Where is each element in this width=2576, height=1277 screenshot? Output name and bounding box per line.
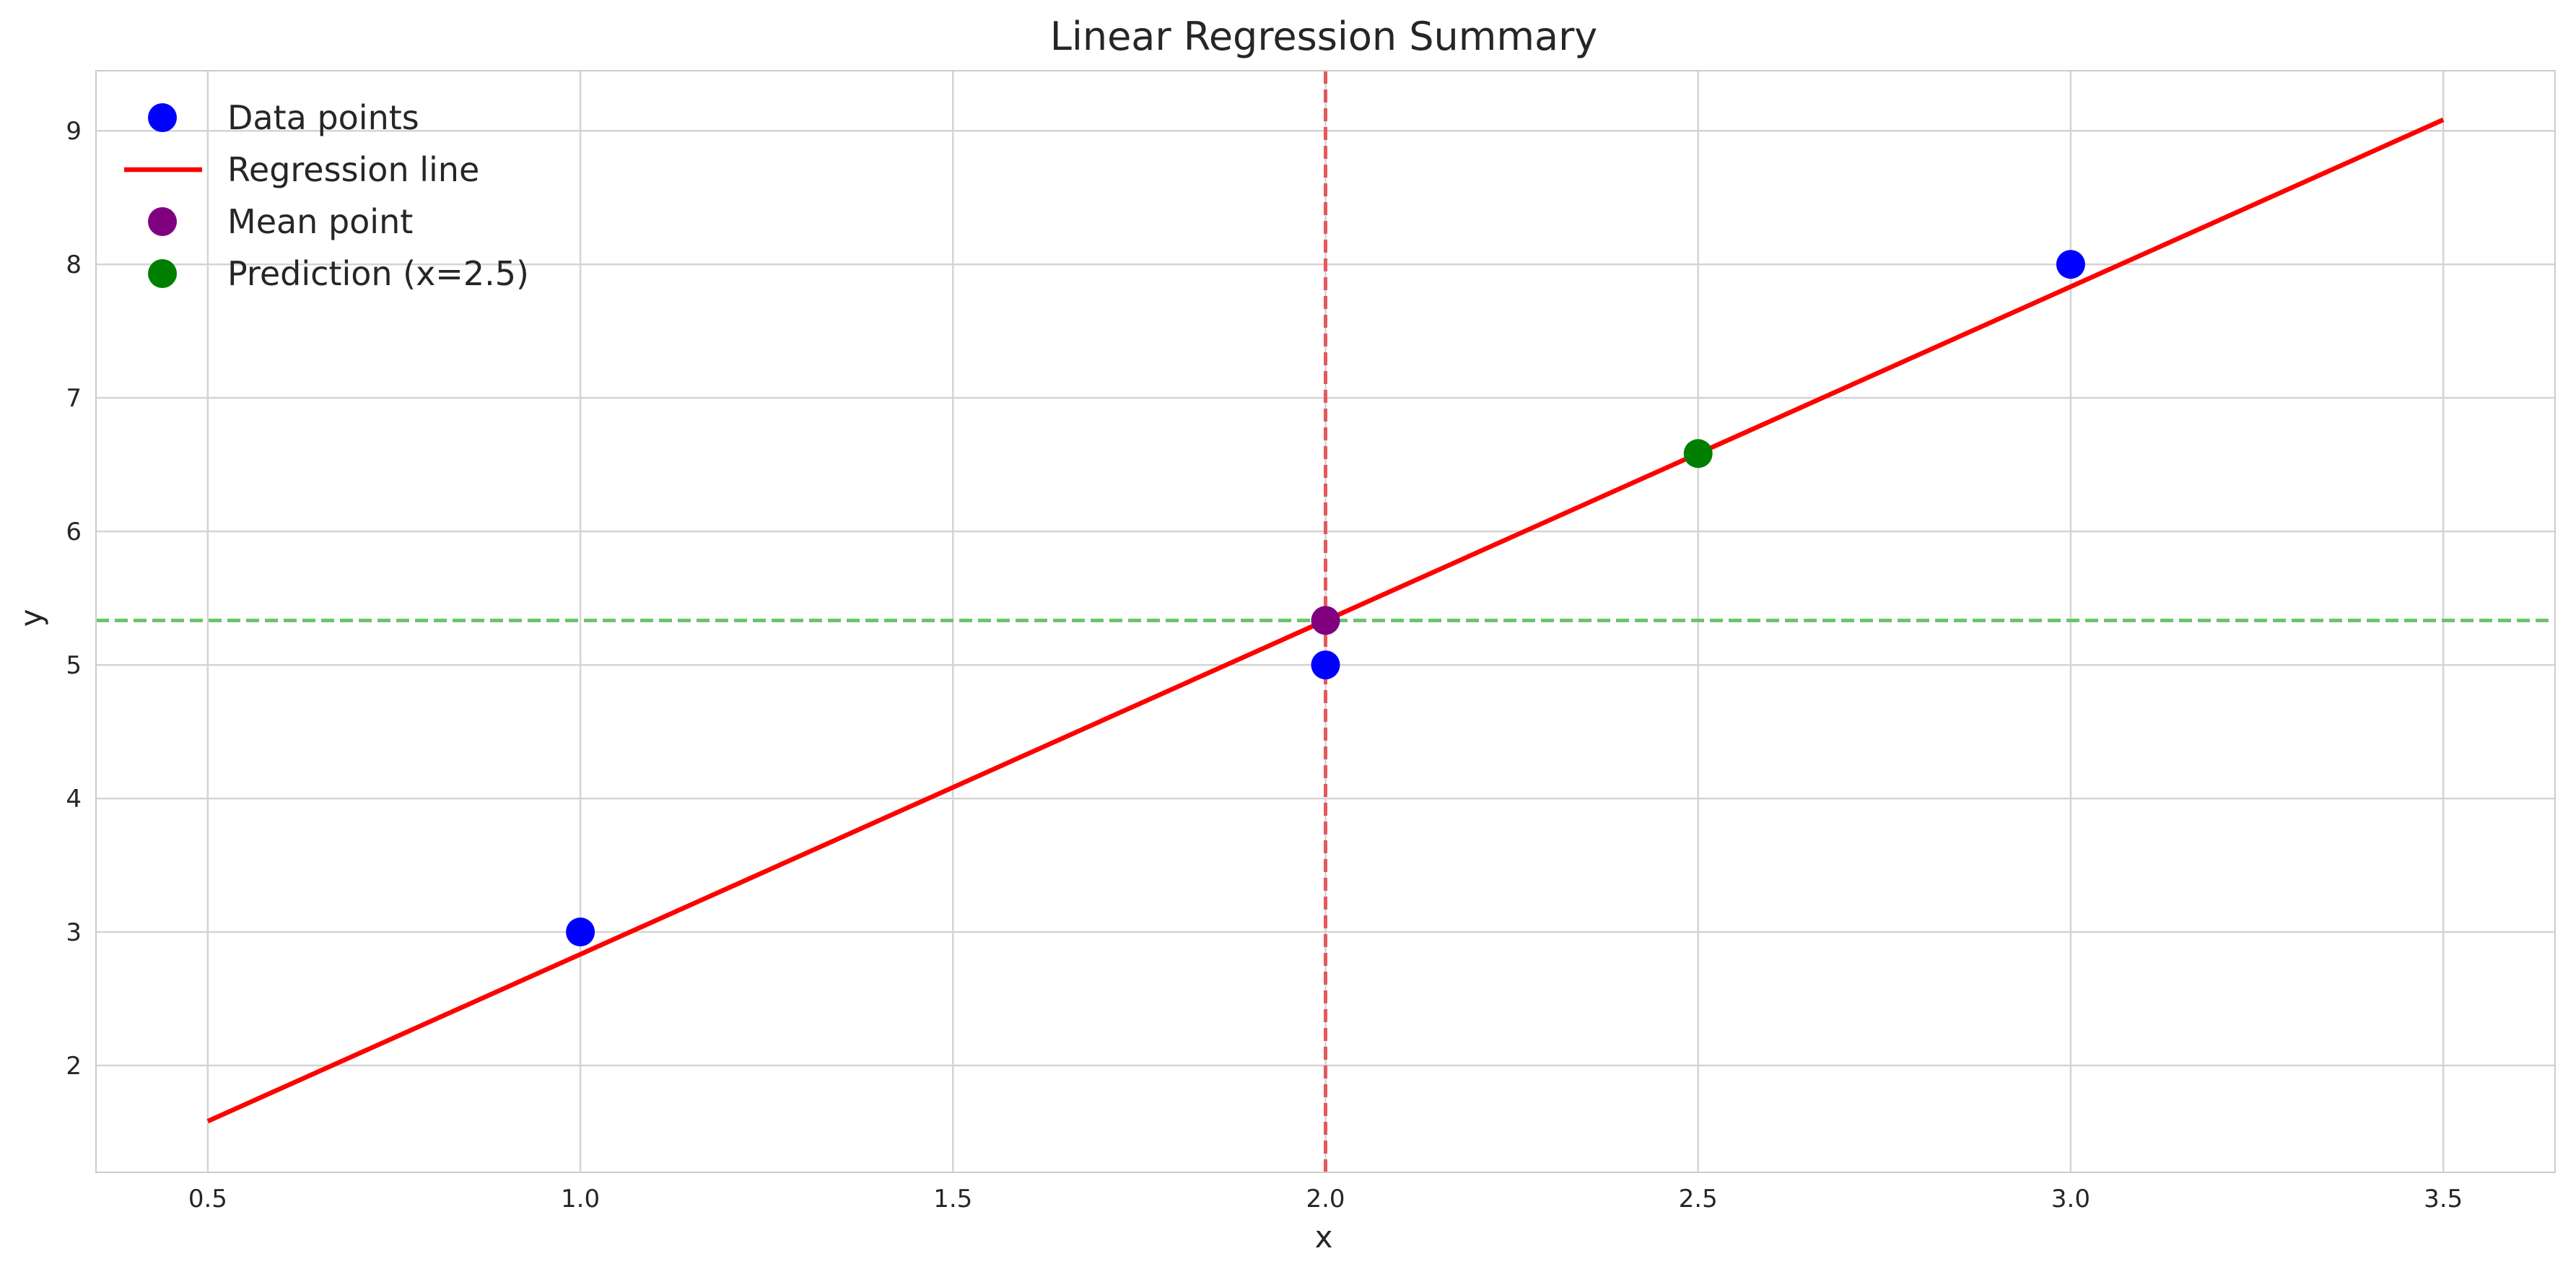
x-tick-label: 3.5: [2424, 1185, 2463, 1213]
y-tick-label: 6: [66, 518, 82, 546]
legend-entry-prediction: Prediction (x=2.5): [148, 254, 529, 293]
data-point-marker: [2056, 250, 2085, 279]
chart-title: Linear Regression Summary: [1050, 14, 1597, 59]
x-tick-label: 2.5: [1679, 1185, 1718, 1213]
legend-label: Mean point: [227, 202, 413, 241]
x-axis-label: x: [1315, 1219, 1333, 1255]
legend-entry-regression-line: Regression line: [124, 150, 479, 189]
x-tick-label: 3.0: [2051, 1185, 2090, 1213]
legend-label: Data points: [227, 98, 419, 137]
y-tick-label: 3: [66, 918, 82, 947]
y-tick-label: 8: [66, 250, 82, 279]
x-tick-label: 1.0: [561, 1185, 600, 1213]
data-point-marker: [566, 918, 595, 947]
y-tick-label: 4: [66, 785, 82, 814]
mean-point-marker: [1311, 606, 1340, 635]
x-tick-labels: 0.5 1.0 1.5 2.0 2.5 3.0 3.5: [188, 1185, 2463, 1213]
legend-entry-data-points: Data points: [148, 98, 419, 137]
legend-marker-swatch: [148, 259, 177, 288]
y-tick-label: 9: [66, 117, 82, 146]
x-tick-label: 0.5: [188, 1185, 227, 1213]
legend-label: Regression line: [227, 150, 479, 189]
legend: Data points Regression line Mean point Pred…: [124, 98, 529, 293]
y-tick-label: 7: [66, 384, 82, 413]
legend-label: Prediction (x=2.5): [227, 254, 529, 293]
y-axis-label: y: [14, 609, 49, 627]
plot-frame: [95, 70, 2556, 1173]
data-point-marker: [1311, 650, 1340, 680]
y-tick-label: 5: [66, 651, 82, 680]
data-markers: [566, 250, 2085, 947]
y-tick-labels: 2 3 4 5 6 7 8 9: [66, 117, 82, 1081]
prediction-point-marker: [1683, 439, 1713, 468]
x-tick-label: 2.0: [1306, 1185, 1345, 1213]
legend-entry-mean-point: Mean point: [148, 202, 413, 241]
legend-marker-swatch: [148, 207, 177, 236]
y-tick-label: 2: [66, 1052, 82, 1081]
legend-marker-swatch: [148, 103, 177, 132]
x-tick-label: 1.5: [933, 1185, 972, 1213]
